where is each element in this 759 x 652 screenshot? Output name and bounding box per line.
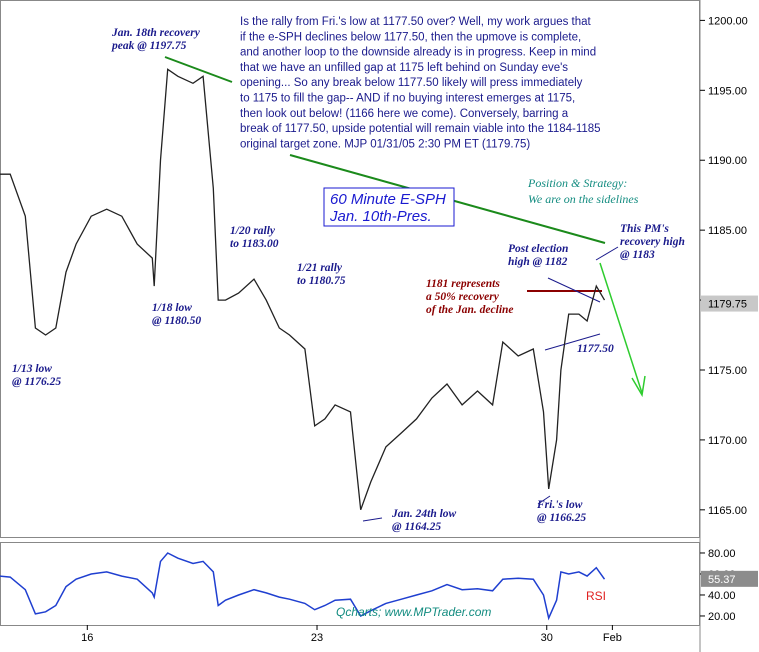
price-line: [0, 68, 606, 511]
last-rsi-label: 55.37: [708, 574, 736, 586]
commentary-line: Is the rally from Fri.'s low at 1177.50 …: [240, 16, 592, 28]
annotation: to 1183.00: [230, 238, 279, 250]
commentary-line: then look out below! (1166 here we come)…: [240, 108, 569, 120]
annotation: 60 Minute E-SPH: [330, 191, 446, 208]
annotation: of the Jan. decline: [426, 304, 514, 316]
x-tick-label: Feb: [603, 632, 622, 644]
trend-line: [164, 56, 233, 83]
y-tick-label: 1195.00: [708, 85, 747, 97]
annotation: We are on the sidelines: [528, 192, 639, 206]
rsi-tick-label: 80.00: [708, 548, 736, 560]
x-tick-label: 23: [311, 632, 323, 644]
last-rsi-box: [701, 570, 758, 587]
y-tick-label: 1170.00: [708, 435, 747, 447]
annotation: @ 1180.50: [152, 315, 201, 327]
annotation: Jan. 24th low: [391, 508, 457, 520]
rsi-tick-label: 20.00: [708, 611, 736, 623]
commentary-line: that we have an unfilled gap at 1175 lef…: [240, 62, 568, 74]
annotation: Qcharts; www.MPTrader.com: [336, 605, 491, 619]
arrow-head: [631, 375, 646, 398]
annotation: 1181 represents: [426, 278, 500, 290]
rsi-line: [0, 552, 606, 621]
annotation: Position & Strategy:: [527, 176, 627, 190]
pointer: [537, 495, 551, 505]
annotation: Jan. 10th-Pres.: [329, 208, 432, 225]
annotation: 1177.50: [577, 343, 614, 355]
annotation: 1/21 rally: [297, 262, 343, 274]
last-price-label: 1179.75: [708, 299, 747, 311]
channel-line: [544, 333, 601, 351]
commentary-line: original target zone. MJP 01/31/05 2:30 …: [240, 138, 530, 150]
annotation: This PM's: [620, 223, 669, 235]
annotation: @ 1176.25: [12, 376, 61, 388]
annotation: high @ 1182: [508, 256, 568, 268]
annotation: a 50% recovery: [426, 291, 500, 303]
annotation: 1/13 low: [12, 363, 52, 375]
annotation: @ 1183: [620, 249, 655, 261]
commentary-line: break of 1177.50, upside potential will …: [240, 123, 601, 135]
commentary-line: opening... So any break below 1177.50 li…: [240, 77, 583, 89]
rsi-tick-label: 40.00: [708, 590, 736, 602]
annotation: Jan. 18th recovery: [111, 27, 201, 39]
annotation: Post election: [508, 243, 568, 255]
annotation: 1/18 low: [152, 302, 192, 314]
y-tick-label: 1200.00: [708, 15, 748, 27]
annotation: Fri.'s low: [536, 499, 583, 511]
annotation: @ 1164.25: [392, 521, 441, 533]
annotation: recovery high: [620, 236, 685, 248]
y-tick-label: 1185.00: [708, 225, 747, 237]
pointer: [362, 517, 383, 522]
y-tick-label: 1175.00: [708, 365, 747, 377]
annotation: 1/20 rally: [230, 225, 276, 237]
commentary-line: if the e-SPH declines below 1177.50, the…: [240, 31, 581, 43]
title-box: [323, 187, 455, 227]
y-tick-label: 1165.00: [708, 505, 747, 517]
annotation: @ 1166.25: [537, 512, 586, 524]
x-tick-label: 30: [541, 632, 553, 644]
x-tick-label: 16: [81, 632, 93, 644]
channel-line: [547, 277, 601, 303]
pointer: [595, 246, 619, 261]
arrow: [599, 262, 643, 394]
annotation: peak @ 1197.75: [111, 40, 187, 52]
commentary-line: to 1175 to fill the gap-- AND if no buyi…: [240, 93, 575, 105]
annotation: to 1180.75: [297, 275, 346, 287]
annotation: RSI: [586, 589, 606, 603]
commentary-line: and another loop to the downside already…: [240, 47, 596, 59]
y-tick-label: 1190.00: [708, 155, 747, 167]
last-price-box: [701, 295, 758, 312]
